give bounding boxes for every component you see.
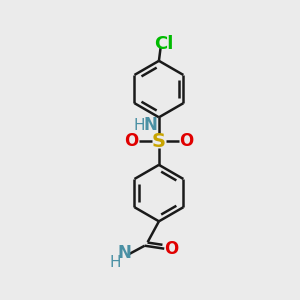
Text: H: H — [134, 118, 145, 133]
Text: N: N — [118, 244, 132, 262]
Text: O: O — [165, 240, 179, 258]
Text: S: S — [152, 132, 166, 151]
Text: N: N — [144, 116, 158, 134]
Text: O: O — [179, 132, 194, 150]
Text: Cl: Cl — [154, 35, 174, 53]
Text: O: O — [124, 132, 139, 150]
Text: H: H — [109, 255, 121, 270]
